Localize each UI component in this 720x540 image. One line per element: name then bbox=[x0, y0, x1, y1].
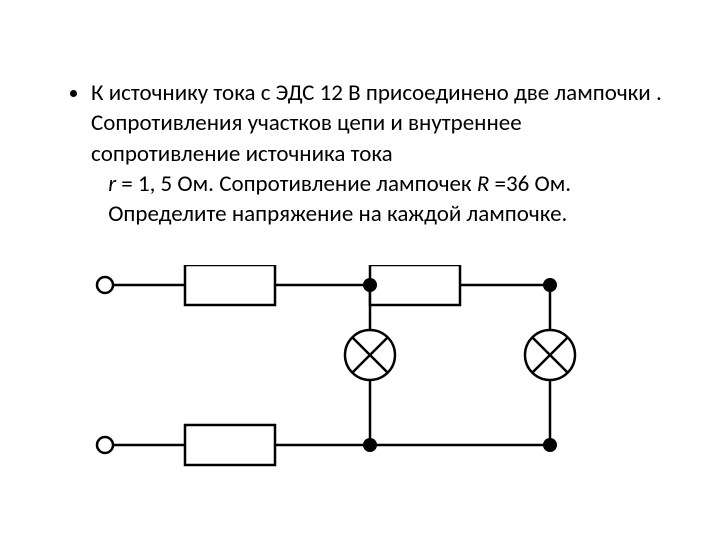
problem-line3: Определите напряжение на каждой лампочке… bbox=[91, 199, 670, 229]
line3-text: Определите напряжение на каждой лампочке… bbox=[108, 200, 567, 228]
circuit-diagram bbox=[80, 265, 600, 475]
var-R: R bbox=[477, 170, 490, 198]
problem-line2: r = 1, 5 Ом. Сопротивление лампочек R =3… bbox=[91, 169, 670, 199]
line2-suffix: =36 Ом. bbox=[489, 170, 571, 198]
line2-mid: = 1, 5 Ом. Сопротивление лампочек bbox=[116, 170, 477, 198]
slide: К источнику тока с ЭДС 12 В присоединено… bbox=[0, 0, 720, 540]
problem-line1: К источнику тока с ЭДС 12 В присоединено… bbox=[91, 79, 662, 168]
bullet-icon bbox=[70, 90, 77, 97]
var-r: r bbox=[108, 170, 116, 198]
problem-text-block: К источнику тока с ЭДС 12 В присоединено… bbox=[70, 78, 670, 230]
problem-text: К источнику тока с ЭДС 12 В присоединено… bbox=[91, 78, 670, 230]
